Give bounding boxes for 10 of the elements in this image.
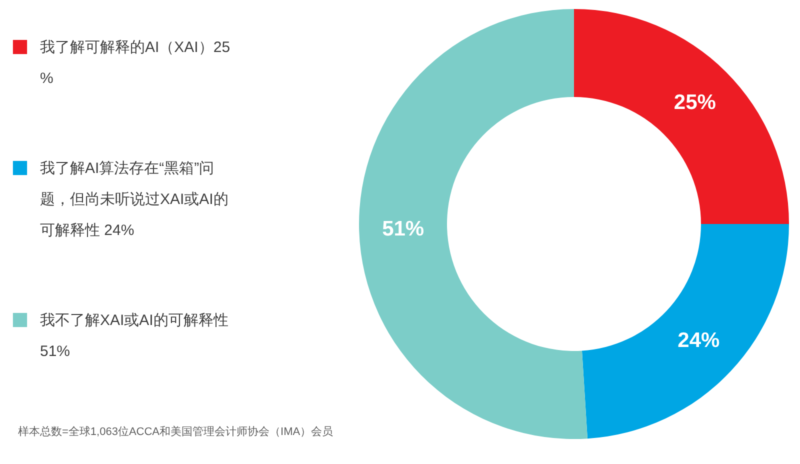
donut-slice xyxy=(574,9,789,224)
data-label: 25% xyxy=(674,91,716,114)
data-label: 51% xyxy=(382,217,424,240)
legend-label: 我了解可解释的AI（XAI）25% xyxy=(40,39,230,87)
legend-label: 我了解AI算法存在“黑箱”问题，但尚未听说过XAI或AI的可解释性 24% xyxy=(40,160,228,239)
donut-slice xyxy=(582,224,789,439)
text: 样本总数=全球1,063位ACCA和美国管理会计师协会（IMA）会员 xyxy=(18,425,334,438)
donut-slice xyxy=(359,9,588,439)
data-label: 24% xyxy=(678,329,720,352)
legend-label: 我不了解XAI或AI的可解释性 51% xyxy=(40,312,228,360)
